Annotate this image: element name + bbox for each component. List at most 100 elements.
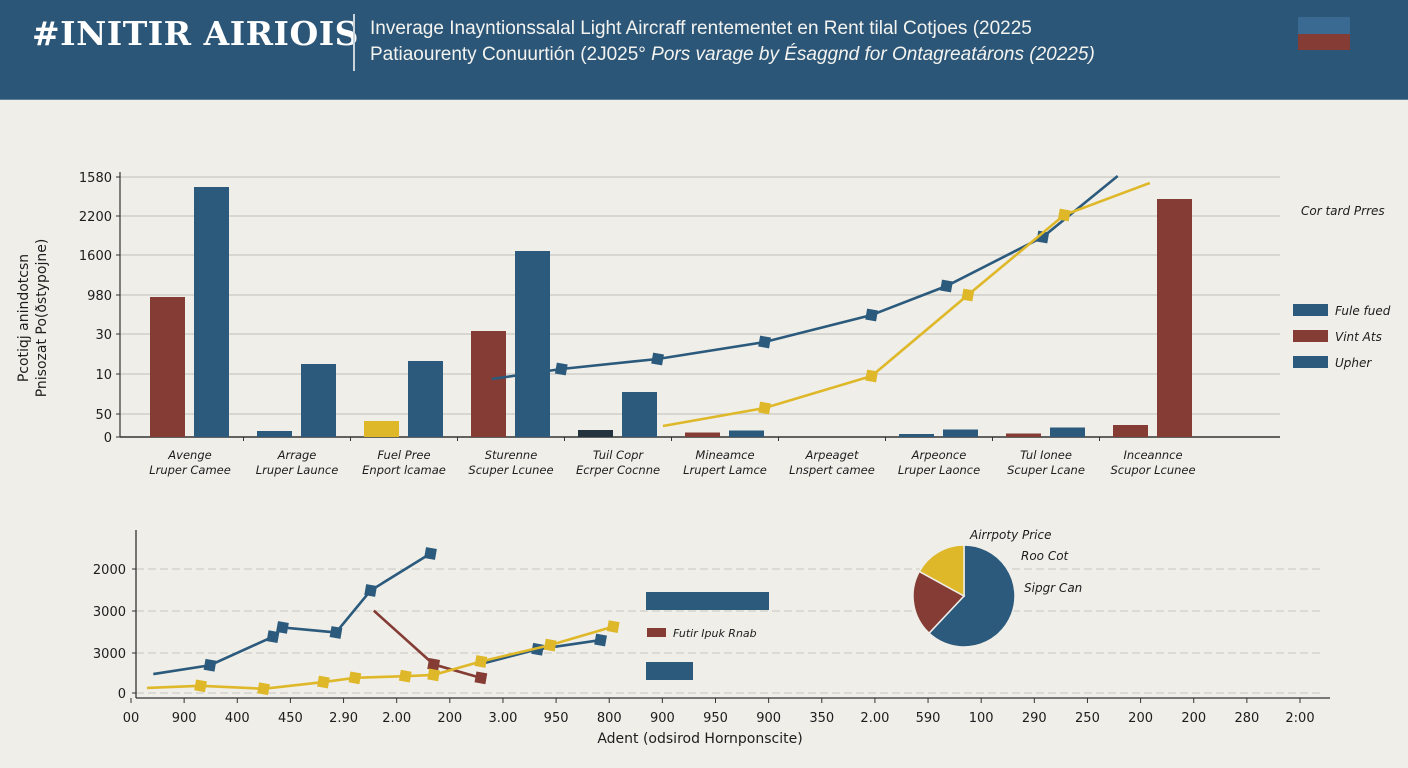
trend-marker — [758, 335, 771, 349]
y-tick-label: 10 — [95, 368, 112, 383]
series-marker — [427, 658, 441, 671]
y-tick-label: 0 — [104, 431, 112, 446]
x-category-label-line2: Lruper Camee — [149, 463, 231, 477]
legend-swatch — [1293, 356, 1328, 368]
bar — [578, 430, 613, 437]
series-marker — [276, 621, 289, 634]
bar — [1113, 425, 1148, 437]
brand-title: #INITIR AIRIOIS — [32, 14, 360, 53]
bar — [364, 421, 399, 437]
trend-marker — [1057, 208, 1071, 222]
trend-marker — [865, 308, 878, 322]
x-tick-label: 590 — [916, 711, 941, 726]
y-axis-label-line1: Pcotiqj anindotcsn — [16, 254, 32, 382]
x-tick-label: 250 — [1075, 711, 1100, 726]
x-tick-label: 280 — [1234, 711, 1259, 726]
trend-marker — [940, 279, 953, 293]
series-marker — [398, 669, 412, 683]
chart-title-line1: Inverage Inayntionssalal Light Aircraff … — [370, 18, 1032, 39]
x-category-label-line2: Ecrper Cocnne — [576, 463, 660, 477]
series-marker — [266, 630, 280, 644]
flag-stripe-red — [1298, 33, 1350, 50]
series-line-blue-a — [153, 552, 432, 676]
series-marker — [594, 633, 607, 647]
x-category-label-line2: Enport lcamae — [362, 463, 446, 477]
x-category-label-line1: Sturenne — [485, 448, 538, 462]
bar — [471, 331, 506, 437]
series-marker — [257, 682, 270, 696]
x-category-label-line1: Arpeonce — [911, 448, 967, 462]
y-tick-label: 30 — [95, 328, 112, 343]
flag-stripe-blue — [1298, 17, 1350, 34]
legend-label: Upher — [1335, 356, 1372, 370]
bar — [515, 251, 550, 437]
x-tick-label: 00 — [123, 711, 140, 726]
x-category-label-line1: Arpeaget — [805, 448, 859, 462]
trend-line-blue-trend — [491, 174, 1119, 381]
x-tick-label: 200 — [1128, 711, 1153, 726]
legend-swatch — [646, 592, 769, 610]
y-tick-label: 3000 — [93, 605, 126, 620]
y-tick-label: 2200 — [79, 210, 112, 225]
trend-marker — [961, 288, 975, 302]
x-tick-label: 200 — [437, 711, 462, 726]
pie-slice — [928, 544, 1016, 648]
x-tick-label: 2.90 — [329, 711, 358, 726]
legend-swatch — [1293, 304, 1328, 316]
x-category-label-line1: Fuel Pree — [377, 448, 430, 462]
legend-swatch — [1293, 330, 1328, 342]
x-tick-label: 3.00 — [488, 711, 517, 726]
x-tick-label: 2:00 — [1285, 711, 1314, 726]
bar — [1050, 427, 1085, 437]
series-marker — [194, 679, 207, 693]
y-tick-label: 0 — [118, 687, 126, 702]
series-marker — [606, 620, 620, 633]
y-tick-label: 1580 — [79, 171, 112, 186]
bar — [1157, 199, 1192, 437]
bar — [1006, 433, 1041, 437]
series-marker — [348, 671, 362, 685]
series-marker — [424, 547, 437, 560]
y-axis-label-line2: Pnisozat Po(ðstypojne) — [34, 239, 50, 398]
x-tick-label: 900 — [650, 711, 675, 726]
series-line-red — [372, 609, 482, 680]
trend-line-yellow-trend — [662, 181, 1151, 428]
bar — [408, 361, 443, 437]
x-category-label-line1: Inceannce — [1123, 448, 1182, 462]
x-tick-label: 350 — [809, 711, 834, 726]
series-marker — [203, 658, 217, 672]
series-line-yellow — [146, 625, 614, 691]
x-category-label-line1: Mineamce — [695, 448, 754, 462]
x-category-label-line1: Arrage — [277, 448, 317, 462]
x-category-label-line2: Lnspert camee — [789, 463, 875, 477]
series-marker — [543, 638, 557, 652]
header-divider — [353, 14, 355, 71]
bar-chart: 1580 2200 1600 980 30 10 50 0 Pcotiqj anindotcsn… — [16, 171, 1391, 477]
title-line2-part-a: Patiaourenty Conuurtión (2J025° — [370, 44, 646, 65]
y-tick-label: 3000 — [93, 647, 126, 662]
legend-title: Cor tard Prres — [1301, 204, 1385, 218]
legend-swatch — [647, 628, 666, 637]
x-tick-label: 400 — [225, 711, 250, 726]
x-tick-label: 290 — [1022, 711, 1047, 726]
x-category-label-line2: Scuper Lcunee — [468, 463, 553, 477]
pie-label: Roo Cot — [1021, 549, 1070, 563]
page-header: #INITIR AIRIOIS Inverage Inayntionssalal… — [0, 0, 1408, 100]
trend-marker — [554, 362, 568, 376]
series-marker — [329, 626, 343, 639]
bar — [257, 431, 292, 437]
x-category-label-line2: Scupor Lcunee — [1110, 463, 1195, 477]
series-marker — [317, 675, 330, 689]
legend-label: Fule fued — [1335, 304, 1391, 318]
x-category-label-line1: Avenge — [167, 448, 211, 462]
x-category-label-line1: Tuil Copr — [593, 448, 645, 462]
x-category-label-line2: Lruper Launce — [256, 463, 339, 477]
x-tick-label: 900 — [756, 711, 781, 726]
chart-title-line2: Patiaourenty Conuurtión (2J025° Pors var… — [370, 44, 1095, 66]
pie-title: Airrpoty Price — [969, 528, 1051, 542]
x-category-label-line1: Tul Ionee — [1020, 448, 1072, 462]
title-line2-part-b: Pors varage by Ésaggnd for Ontagreatáron… — [651, 44, 1095, 65]
y-tick-label: 980 — [87, 289, 112, 304]
bar — [150, 297, 185, 437]
